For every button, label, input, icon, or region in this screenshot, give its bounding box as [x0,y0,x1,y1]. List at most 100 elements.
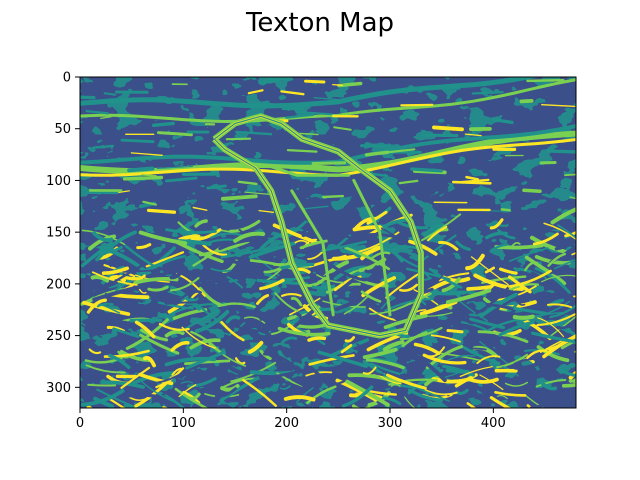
texton-stroke [441,277,461,293]
plot-area [80,77,576,408]
texton-stroke [243,316,266,324]
texton-stroke [485,302,514,311]
texton-stroke [280,90,305,96]
texton-stroke [165,228,217,234]
texton-stroke [522,188,542,194]
texton-stroke [280,262,315,270]
texton-stroke [210,267,232,272]
texton-stroke [178,384,197,398]
texton-stroke [229,219,261,233]
texton-stroke [295,110,332,116]
texton-stroke [194,219,208,228]
texton-stroke [508,223,520,233]
texton-stroke [274,309,315,343]
texton-stroke [145,251,185,268]
texton-stroke [491,243,508,252]
texton-stroke [189,338,221,350]
texton-stroke [406,150,419,157]
texton-stroke [388,378,438,386]
texton-stroke [237,180,258,186]
texton-stroke [184,296,199,303]
texton-outline [213,115,422,337]
texton-stroke [529,392,572,408]
texton-stroke [362,347,398,360]
y-tick-label: 100 [46,174,71,189]
texton-stroke [192,206,208,211]
texton-stroke [571,252,576,256]
texton-stroke [404,396,416,408]
texton-stroke [561,382,576,388]
y-tick-label: 0 [63,71,71,86]
texton-stroke [507,269,552,288]
texton-stroke [169,267,186,280]
texton-stroke [423,273,444,289]
texton-stroke [341,385,374,408]
texton-stroke [221,194,258,201]
texton-stroke [220,320,245,342]
texton-stroke [543,222,576,241]
texton-stroke [120,366,151,389]
texton-stroke [400,287,434,297]
texton-stroke [351,404,371,408]
texton-stroke [158,322,190,331]
texton-stroke [524,255,551,274]
y-tick-label: 250 [46,329,71,344]
texton-stroke [82,300,131,316]
texton-stroke [206,184,227,190]
texton-stroke [370,251,391,260]
texton-stroke [360,144,391,149]
texton-stroke [524,405,530,408]
texton-stroke [430,334,461,343]
texton-stroke [469,317,506,330]
texton-stroke [549,304,576,319]
texton-stroke [307,336,327,342]
texton-stroke [546,303,573,309]
x-tick-label: 200 [274,416,299,431]
texton-stroke [85,364,126,374]
texton-stroke [233,325,262,333]
texton-stroke [304,276,327,288]
texton-stroke [340,344,353,354]
texton-stroke [333,265,367,281]
texton-stroke [202,243,228,256]
texton-image-edges [80,77,576,408]
texton-stroke [408,239,438,256]
texton-stroke [109,274,126,283]
texton-stroke [413,342,441,355]
texton-stroke [220,247,270,259]
texton-stroke [80,241,114,268]
texton-stroke [96,388,135,408]
texton-stroke [547,252,567,267]
texton-stroke [514,298,526,306]
texton-stroke [164,301,204,305]
texton-stroke [138,230,188,246]
texton-stroke [343,295,369,315]
texton-band [80,78,576,124]
texton-stroke [157,131,193,137]
x-tick-label: 400 [481,416,506,431]
texton-stroke [360,290,382,303]
texton-stroke [529,235,567,254]
texton-stroke [356,341,369,347]
texton-stroke [523,394,545,408]
texton-stroke [284,317,300,325]
texton-stroke [536,345,570,363]
texton-stroke [531,331,575,343]
texton-stroke [87,383,117,387]
texton-stroke [259,370,300,380]
texton-stroke [548,315,576,338]
texton-stroke [410,167,443,173]
texton-stroke [429,225,441,232]
texton-stroke [289,297,321,316]
texton-stroke [296,267,311,274]
texton-stroke [550,273,567,286]
texton-stroke [219,376,260,402]
texton-stroke [88,348,102,355]
texton-stroke [313,371,339,389]
texton-stroke [573,103,576,107]
texton-stroke [355,231,400,254]
texton-stroke [471,91,504,95]
texton-stroke [526,349,548,359]
texton-stroke [384,405,394,408]
texton-stroke [460,314,474,325]
